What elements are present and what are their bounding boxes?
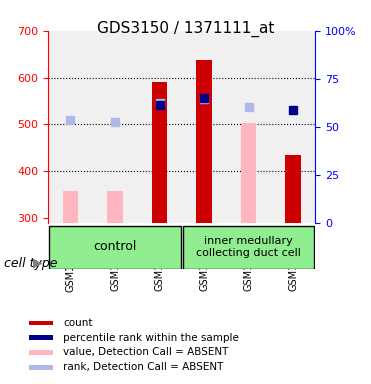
Text: value, Detection Call = ABSENT: value, Detection Call = ABSENT bbox=[63, 348, 228, 358]
Bar bbox=[241, 123, 256, 223]
Text: GDS3150 / 1371111_at: GDS3150 / 1371111_at bbox=[97, 21, 274, 37]
Text: cell type: cell type bbox=[4, 257, 57, 270]
Text: inner medullary
collecting duct cell: inner medullary collecting duct cell bbox=[196, 236, 301, 258]
Bar bbox=[152, 82, 167, 223]
Text: percentile rank within the sample: percentile rank within the sample bbox=[63, 333, 239, 343]
FancyBboxPatch shape bbox=[183, 225, 315, 269]
Bar bbox=[29, 365, 53, 369]
Text: ▶: ▶ bbox=[33, 257, 43, 270]
Bar bbox=[107, 191, 123, 223]
Text: count: count bbox=[63, 318, 92, 328]
Bar bbox=[196, 60, 212, 223]
Bar bbox=[285, 155, 301, 223]
Bar bbox=[63, 191, 78, 223]
Bar bbox=[29, 321, 53, 326]
Text: rank, Detection Call = ABSENT: rank, Detection Call = ABSENT bbox=[63, 362, 223, 372]
Bar bbox=[29, 350, 53, 355]
FancyBboxPatch shape bbox=[49, 225, 181, 269]
Bar bbox=[29, 335, 53, 340]
Text: control: control bbox=[93, 240, 137, 253]
